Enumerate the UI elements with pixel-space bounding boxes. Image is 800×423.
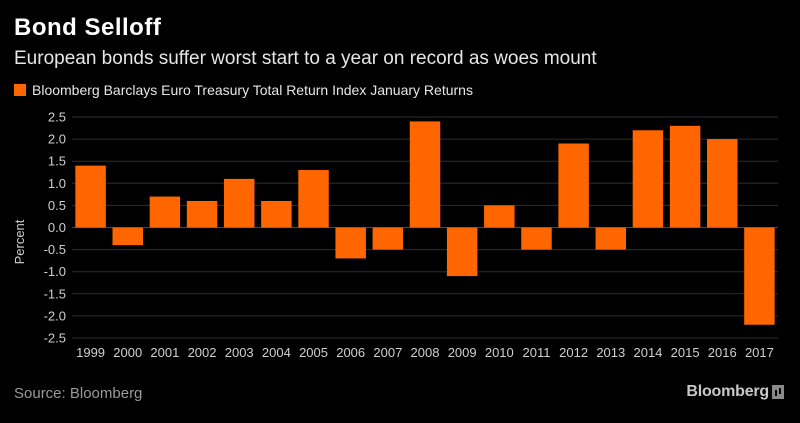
x-tick-label: 2009: [448, 345, 477, 360]
x-tick-label: 2015: [671, 345, 700, 360]
legend-label: Bloomberg Barclays Euro Treasury Total R…: [32, 82, 473, 98]
bar-2005: [298, 170, 329, 228]
bar-2004: [261, 200, 292, 228]
x-tick-label: 2008: [411, 345, 440, 360]
x-tick-label: 2017: [745, 345, 774, 360]
chart-subtitle: European bonds suffer worst start to a y…: [14, 48, 597, 69]
bar-2006: [335, 227, 366, 259]
source-note: Source: Bloomberg: [14, 385, 143, 402]
bar-2016: [707, 139, 738, 228]
bar-2015: [669, 125, 701, 228]
y-tick-label: 2.5: [48, 110, 66, 125]
bar-2000: [112, 227, 143, 246]
x-tick-label: 1999: [76, 345, 105, 360]
brand-name: Bloomberg: [686, 383, 769, 400]
bar-1999: [75, 165, 106, 228]
bar-2012: [558, 143, 589, 228]
y-tick-label: -1.0: [44, 264, 66, 279]
bar-2001: [149, 196, 181, 228]
x-tick-label: 2010: [485, 345, 514, 360]
bar-2013: [595, 227, 627, 250]
legend: Bloomberg Barclays Euro Treasury Total R…: [14, 82, 473, 98]
x-tick-label: 2007: [373, 345, 402, 360]
x-tick-label: 2011: [522, 345, 550, 360]
bar-2014: [632, 130, 664, 228]
bar-2009: [446, 227, 478, 277]
y-tick-label: 1.0: [48, 176, 66, 191]
bars: [75, 121, 775, 325]
bar-2002: [186, 200, 218, 228]
x-tick-label: 2002: [188, 345, 217, 360]
y-axis-label: Percent: [12, 219, 27, 264]
bloomberg-chart-icon: [772, 385, 784, 399]
bar-2010: [484, 205, 515, 228]
x-tick-label: 2014: [633, 345, 662, 360]
x-tick-label: 2006: [336, 345, 365, 360]
y-tick-label: 0.0: [48, 220, 66, 235]
y-axis-ticks: 2.5 2.0 1.5 1.0 0.5 0.0 -0.5 -1.0 -1.5 -2.0 -2.5: [44, 110, 66, 346]
x-tick-label: 2005: [299, 345, 328, 360]
legend-swatch: [14, 84, 26, 96]
x-tick-label: 2016: [708, 345, 737, 360]
x-tick-label: 2004: [262, 345, 291, 360]
y-tick-label: 2.0: [48, 132, 66, 147]
x-axis-ticks: 1999 2000 2001 2002 2003 2004 2005 2006 2007 2008…: [76, 345, 774, 360]
bloomberg-logo: Bloomberg: [686, 383, 784, 401]
y-tick-label: -0.5: [44, 242, 66, 257]
bar-2007: [372, 227, 404, 250]
y-tick-label: -1.5: [44, 286, 66, 301]
x-tick-label: 2012: [559, 345, 588, 360]
x-tick-label: 2013: [596, 345, 625, 360]
bar-2017: [744, 227, 775, 325]
chart-title: Bond Selloff: [14, 14, 162, 41]
bar-2011: [521, 227, 552, 250]
x-tick-label: 2003: [225, 345, 254, 360]
y-tick-label: 1.5: [48, 154, 66, 169]
x-tick-label: 2001: [150, 345, 179, 360]
y-tick-label: -2.5: [44, 331, 66, 346]
x-tick-label: 2000: [113, 345, 142, 360]
bar-2008: [409, 121, 441, 228]
y-tick-label: 0.5: [48, 198, 66, 213]
y-tick-label: -2.0: [44, 308, 66, 323]
bar-2003: [223, 178, 255, 228]
